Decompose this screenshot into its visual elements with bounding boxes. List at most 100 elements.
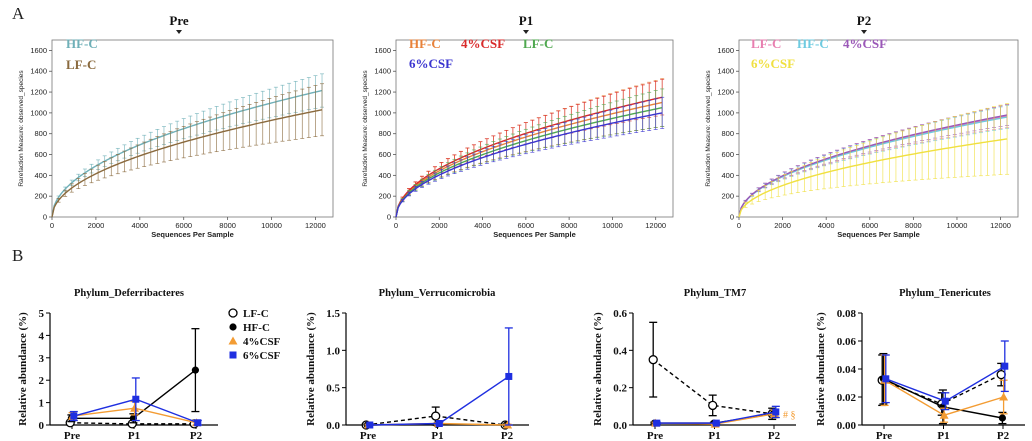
x-tick-label: 10000 [261, 221, 282, 230]
y-axis-label: Relative abundance (%) [815, 312, 827, 426]
x-tick-label: 12000 [990, 221, 1011, 230]
y-tick-label: 1400 [30, 67, 47, 76]
y-axis-label: Relative abundance (%) [305, 312, 317, 426]
x-tick-label: 2000 [431, 221, 448, 230]
y-tick-label: 1200 [717, 88, 734, 97]
x-tick-label: 8000 [905, 221, 922, 230]
y-axis-label: Rarefaction Measure: observed_species [18, 70, 25, 187]
x-tick-label: 10000 [947, 221, 968, 230]
y-tick-label: 3 [39, 353, 45, 365]
x-tick-label: 4000 [818, 221, 835, 230]
series-line [738, 114, 1008, 218]
y-tick-label: 1200 [374, 88, 391, 97]
y-tick-label: 400 [34, 171, 47, 180]
y-tick-label: 2 [39, 375, 45, 387]
plot-frame [51, 39, 334, 218]
chart-title: Pre [169, 13, 188, 28]
y-tick-label: 200 [378, 192, 391, 201]
series-line [395, 106, 663, 218]
y-tick-label: 0.0 [613, 420, 627, 432]
series-line [51, 109, 323, 218]
series-6-csf [738, 103, 1010, 218]
legend-item-lf-c: LF-C [228, 308, 269, 320]
y-tick-label: 200 [34, 192, 47, 201]
y-tick-label: 1200 [30, 88, 47, 97]
title-marker-icon [176, 30, 182, 34]
chart-title: P2 [857, 13, 871, 28]
legend-entry: LF-C [66, 57, 96, 72]
y-tick-label: 0.5 [326, 383, 340, 395]
panel-letter-a: A [12, 4, 25, 23]
x-tick-label: P2 [501, 430, 514, 441]
series-line [395, 96, 663, 218]
x-tick-label: P1 [431, 430, 443, 441]
series-6-csf [652, 405, 780, 427]
y-tick-label: 1400 [374, 67, 391, 76]
data-point [653, 419, 661, 427]
y-tick-label: 1600 [717, 46, 734, 55]
y-tick-label: 1400 [717, 67, 734, 76]
significance-annotation: # § [783, 410, 796, 421]
x-tick-label: 12000 [305, 221, 326, 230]
x-tick-label: 6000 [175, 221, 192, 230]
data-point [939, 410, 949, 419]
y-tick-label: 1.5 [326, 308, 340, 320]
y-axis-label: Rarefaction Measure: observed_species [362, 70, 369, 187]
legend-entry: HF-C [66, 36, 98, 51]
legend-item-hf-c: HF-C [229, 322, 270, 334]
y-tick-label: 800 [721, 129, 734, 138]
x-tick-label: 8000 [219, 221, 236, 230]
legend-entry: 4%CSF [461, 36, 505, 51]
y-tick-label: 0.02 [837, 392, 857, 404]
title-marker-icon [861, 30, 867, 34]
data-point [708, 400, 718, 411]
legend-entry: HF-C [797, 36, 829, 51]
legend-entry: 4%CSF [843, 36, 887, 51]
y-tick-label: 400 [721, 171, 734, 180]
y-tick-label: 0.00 [837, 420, 857, 432]
data-point [998, 414, 1007, 422]
x-tick-label: Pre [360, 430, 376, 441]
x-tick-label: 6000 [861, 221, 878, 230]
series-line [395, 112, 663, 218]
legend-item-6-csf: 6%CSF [229, 350, 281, 362]
series-lf-c [51, 83, 325, 218]
y-tick-label: 600 [34, 150, 47, 159]
y-tick-label: 600 [721, 150, 734, 159]
legend-entry: HF-C [409, 36, 441, 51]
series-6-csf [881, 340, 1009, 411]
data-point [1001, 362, 1009, 370]
data-point [772, 408, 780, 416]
data-point [366, 421, 374, 429]
legend-label: HF-C [243, 322, 270, 334]
data-point [70, 412, 78, 420]
legend-label: LF-C [243, 308, 269, 320]
x-axis-label: Sequences Per Sample [837, 230, 920, 239]
y-tick-label: 400 [378, 171, 391, 180]
y-tick-label: 800 [34, 129, 47, 138]
data-point [435, 420, 443, 428]
legend-item-4-csf: 4%CSF [228, 336, 281, 348]
x-tick-label: 6000 [518, 221, 535, 230]
panel-letter-b: B [12, 246, 24, 265]
y-axis-label: Rarefaction Measure: observed_species [705, 70, 712, 187]
legend-entry: 6%CSF [409, 56, 453, 71]
data-point [228, 336, 238, 345]
y-tick-label: 800 [378, 129, 391, 138]
y-tick-label: 0.0 [326, 420, 340, 432]
legend-label: 6%CSF [243, 350, 281, 362]
data-point [132, 395, 140, 403]
legend-entry: LF-C [523, 36, 553, 51]
series-line [738, 116, 1008, 218]
y-tick-label: 0.06 [837, 336, 857, 348]
x-tick-label: 0 [737, 221, 741, 230]
y-tick-label: 0.04 [837, 364, 857, 376]
chart-title: Phylum_Tenericutes [899, 288, 991, 299]
x-tick-label: 2000 [88, 221, 105, 230]
y-tick-label: 1600 [30, 46, 47, 55]
chart-title: Phylum_Verrucomicrobia [379, 288, 496, 299]
